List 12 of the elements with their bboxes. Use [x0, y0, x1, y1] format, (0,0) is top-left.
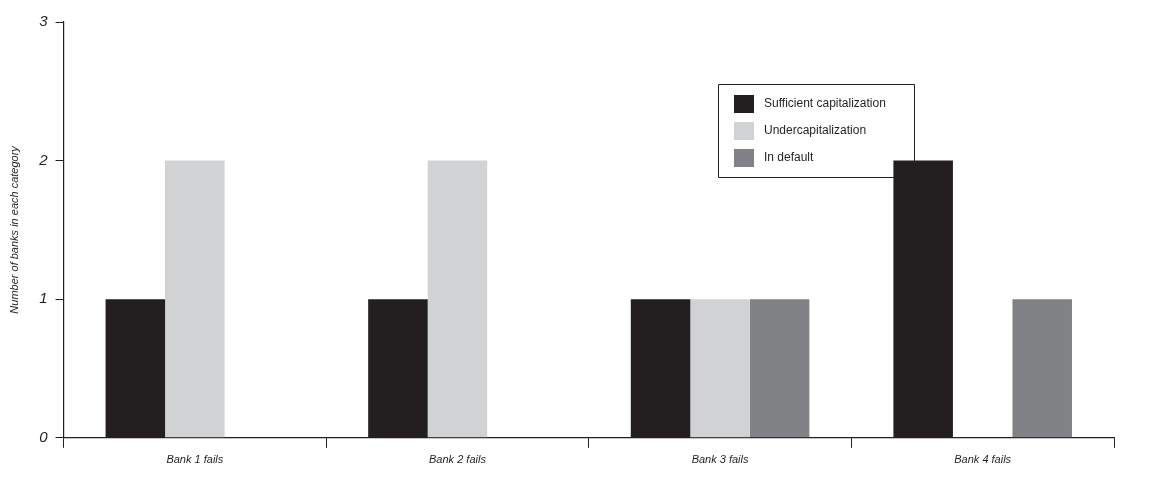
x-tick-label: Bank 1 fails: [166, 453, 224, 466]
x-tick-label: Bank 3 fails: [691, 453, 749, 466]
legend-label: Undercapitalization: [764, 123, 867, 138]
x-tick-label: Bank 4 fails: [954, 453, 1012, 466]
y-tick-label: 2: [38, 150, 49, 168]
y-tick-label: 1: [39, 289, 48, 307]
y-axis-title: Number of banks in each category: [7, 144, 20, 314]
y-tick-label: 3: [39, 12, 49, 30]
x-tick-label: Bank 2 fails: [429, 453, 487, 466]
legend-label: Sufficient capitalization: [764, 96, 886, 111]
legend-label: In default: [764, 150, 815, 165]
y-tick-label: 0: [39, 427, 49, 445]
